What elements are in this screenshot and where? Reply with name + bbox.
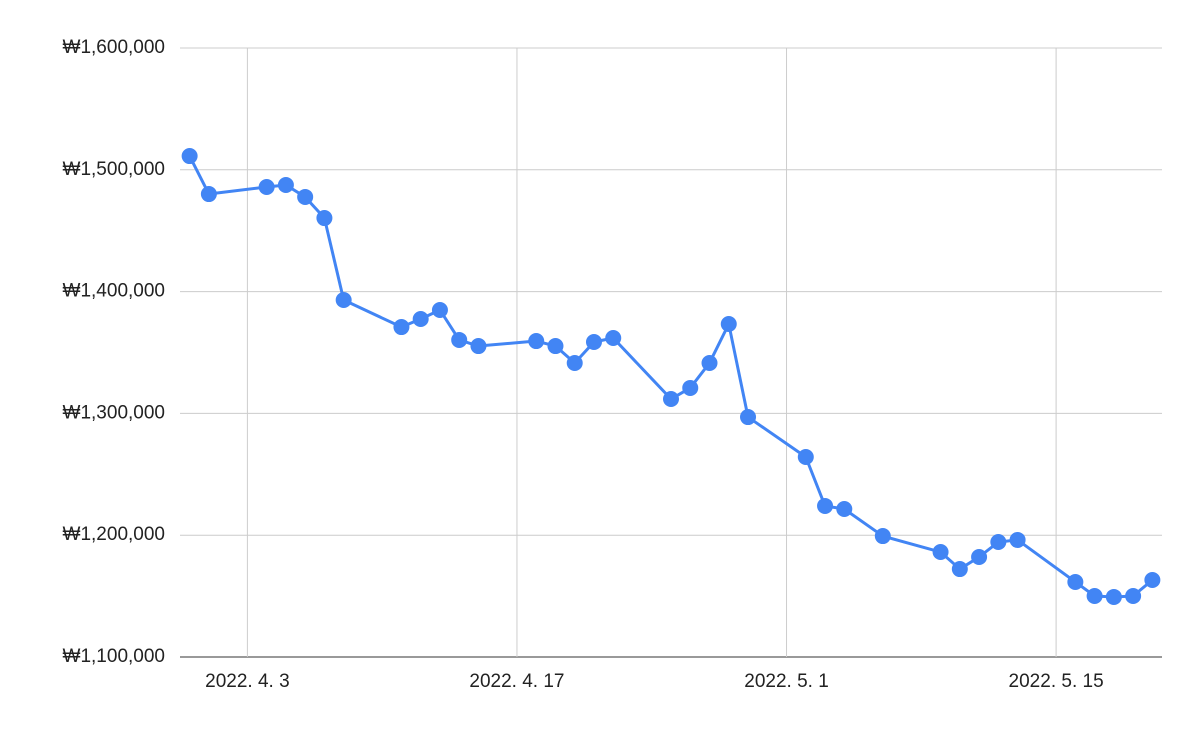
point xyxy=(797,449,814,466)
point xyxy=(1105,588,1122,605)
point xyxy=(740,409,757,426)
point xyxy=(412,311,429,328)
point xyxy=(1125,587,1142,604)
point xyxy=(200,186,217,203)
x-tick-label: 2022. 5. 1 xyxy=(744,671,829,692)
point xyxy=(585,334,602,351)
point xyxy=(720,315,737,332)
point xyxy=(874,528,891,545)
x-tick-label: 2022. 4. 3 xyxy=(205,671,290,692)
point xyxy=(1144,572,1161,589)
point xyxy=(451,331,468,348)
point xyxy=(181,148,198,165)
y-tick-label: ₩1,100,000 xyxy=(63,646,165,667)
point xyxy=(682,379,699,396)
line xyxy=(188,155,1154,599)
y-tick-label: ₩1,300,000 xyxy=(63,402,165,423)
point xyxy=(335,292,352,309)
point xyxy=(990,534,1007,551)
point xyxy=(297,188,314,205)
point xyxy=(470,338,487,355)
point xyxy=(817,497,834,514)
point xyxy=(1009,531,1026,548)
point xyxy=(431,301,448,318)
point xyxy=(971,549,988,566)
point xyxy=(258,178,275,195)
point xyxy=(547,338,564,355)
point xyxy=(393,319,410,336)
point xyxy=(605,330,622,347)
point xyxy=(932,544,949,561)
y-tick-label: ₩1,400,000 xyxy=(63,281,165,302)
point xyxy=(663,391,679,408)
x-tick-label: 2022. 4. 17 xyxy=(469,671,564,692)
y-tick-label: ₩1,600,000 xyxy=(63,37,165,58)
point xyxy=(836,501,853,518)
point xyxy=(701,354,718,371)
point xyxy=(316,210,333,227)
point xyxy=(566,354,583,371)
y-tick-label: ₩1,500,000 xyxy=(63,159,165,180)
point xyxy=(1086,587,1103,604)
point xyxy=(951,561,968,578)
y-tick-label: ₩1,200,000 xyxy=(63,524,165,545)
x-tick-label: 2022. 5. 15 xyxy=(1009,671,1104,692)
point xyxy=(528,333,545,350)
point xyxy=(1067,573,1084,590)
point xyxy=(277,177,294,194)
